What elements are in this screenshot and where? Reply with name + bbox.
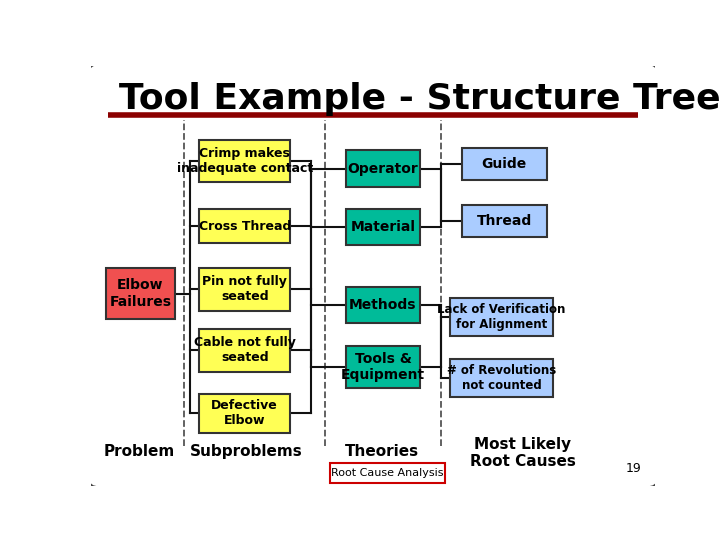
Text: Methods: Methods bbox=[349, 298, 416, 312]
FancyBboxPatch shape bbox=[346, 287, 420, 323]
FancyBboxPatch shape bbox=[106, 268, 175, 319]
Text: Defective
Elbow: Defective Elbow bbox=[211, 400, 278, 428]
Text: Elbow
Failures: Elbow Failures bbox=[109, 278, 171, 308]
Text: Material: Material bbox=[350, 221, 416, 234]
Text: Cross Thread: Cross Thread bbox=[199, 220, 291, 233]
FancyBboxPatch shape bbox=[346, 209, 420, 246]
Text: Operator: Operator bbox=[347, 162, 419, 175]
Text: # of Revolutions
not counted: # of Revolutions not counted bbox=[447, 364, 556, 391]
Text: Most Likely
Root Causes: Most Likely Root Causes bbox=[470, 437, 576, 469]
Text: Subproblems: Subproblems bbox=[190, 443, 303, 459]
Text: Lack of Verification
for Alignment: Lack of Verification for Alignment bbox=[438, 302, 566, 331]
Text: Crimp makes
inadequate contact: Crimp makes inadequate contact bbox=[177, 147, 313, 175]
FancyBboxPatch shape bbox=[88, 63, 658, 488]
Text: Cable not fully
seated: Cable not fully seated bbox=[194, 336, 296, 364]
Text: Tool Example - Structure Tree: Tool Example - Structure Tree bbox=[119, 82, 721, 116]
FancyBboxPatch shape bbox=[199, 394, 290, 432]
FancyBboxPatch shape bbox=[199, 329, 290, 372]
FancyBboxPatch shape bbox=[346, 151, 420, 187]
FancyBboxPatch shape bbox=[199, 209, 290, 244]
Text: Tools &
Equipment: Tools & Equipment bbox=[341, 352, 425, 382]
Text: Problem: Problem bbox=[103, 443, 175, 459]
FancyBboxPatch shape bbox=[330, 463, 445, 483]
FancyBboxPatch shape bbox=[199, 268, 290, 311]
Text: Theories: Theories bbox=[344, 443, 419, 459]
FancyBboxPatch shape bbox=[346, 346, 420, 388]
FancyBboxPatch shape bbox=[451, 298, 553, 336]
Text: Root Cause Analysis: Root Cause Analysis bbox=[331, 468, 443, 478]
Text: Pin not fully
seated: Pin not fully seated bbox=[202, 275, 287, 304]
FancyBboxPatch shape bbox=[199, 140, 290, 182]
FancyBboxPatch shape bbox=[462, 149, 547, 180]
Text: Guide: Guide bbox=[482, 157, 527, 171]
FancyBboxPatch shape bbox=[462, 205, 547, 237]
FancyBboxPatch shape bbox=[451, 359, 553, 397]
Text: 19: 19 bbox=[625, 462, 641, 476]
Text: Thread: Thread bbox=[477, 214, 532, 228]
